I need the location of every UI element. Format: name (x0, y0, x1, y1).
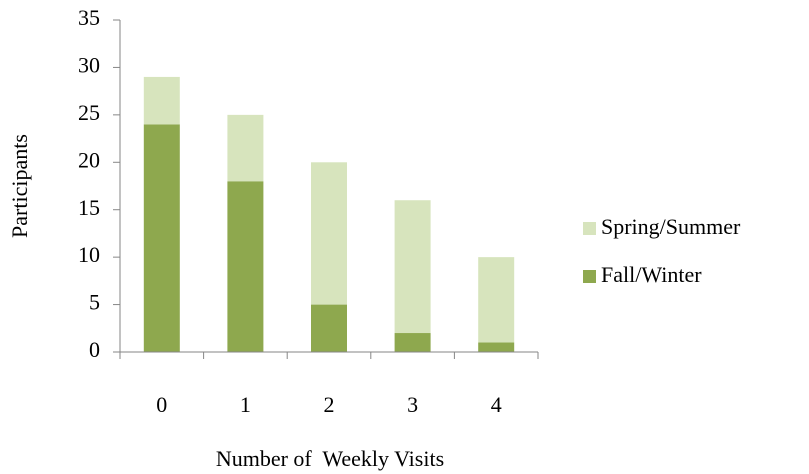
bar-segment (394, 333, 431, 352)
legend-label: Fall/Winter (601, 262, 702, 287)
bar-segment (478, 342, 515, 352)
y-tick-label: 10 (78, 242, 100, 267)
x-tick-label: 0 (156, 392, 167, 417)
bar-segment (143, 124, 180, 352)
bar-segment (311, 304, 347, 352)
y-tick-label: 30 (78, 52, 100, 77)
x-tick-label: 1 (240, 392, 251, 417)
bar-segment (227, 114, 264, 182)
legend-swatch (583, 270, 596, 283)
y-tick-label: 20 (78, 147, 100, 172)
x-tick-label: 4 (491, 392, 502, 417)
y-tick-label: 35 (78, 5, 100, 30)
y-tick-label: 15 (78, 195, 100, 220)
bar-segment (394, 200, 431, 334)
bar-segment (227, 181, 264, 352)
legend-swatch (583, 222, 596, 235)
x-tick-label: 3 (407, 392, 418, 417)
legend-label: Spring/Summer (601, 214, 741, 239)
y-tick-label: 25 (78, 100, 100, 125)
y-axis-label: Participants (7, 134, 32, 238)
x-tick-label: 2 (324, 392, 335, 417)
x-axis-label: Number of Weekly Visits (216, 446, 444, 471)
bar-segment (143, 76, 180, 125)
bar-segment (478, 257, 515, 343)
y-tick-label: 0 (89, 337, 100, 362)
y-tick-label: 5 (89, 290, 100, 315)
bar-segment (311, 162, 347, 305)
